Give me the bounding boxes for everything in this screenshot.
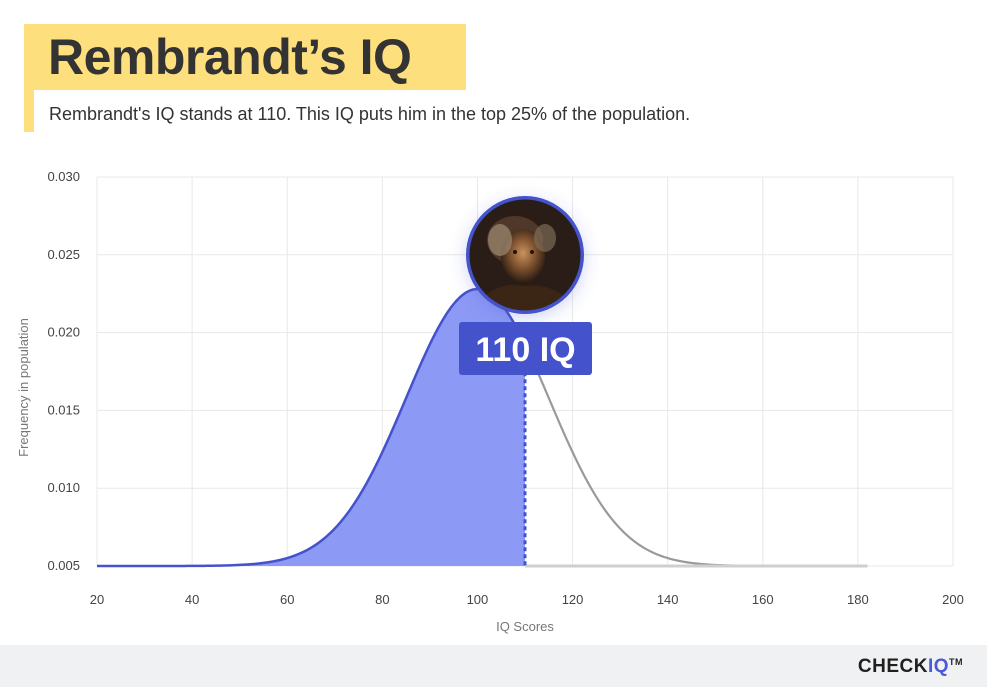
subtitle-accent-bar xyxy=(24,90,34,132)
y-tick-label: 0.010 xyxy=(47,480,80,495)
iq-value-label: 110 IQ xyxy=(475,331,575,369)
y-axis-label: Frequency in population xyxy=(16,318,31,457)
x-tick-label: 20 xyxy=(90,592,104,607)
x-tick-label: 180 xyxy=(847,592,869,607)
above-iq-curve xyxy=(524,343,868,568)
x-tick-label: 40 xyxy=(185,592,199,607)
iq-value-badge: 110 IQ xyxy=(459,322,592,375)
x-tick-label: 200 xyxy=(942,592,964,607)
x-axis-label: IQ Scores xyxy=(496,619,554,634)
page-subtitle: Rembrandt's IQ stands at 110. This IQ pu… xyxy=(49,104,691,124)
below-iq-area xyxy=(97,289,525,566)
footer: CHECKIQTM xyxy=(0,645,987,687)
highlight-marker: 110 IQ xyxy=(459,196,592,375)
x-tick-label: 60 xyxy=(280,592,294,607)
y-tick-label: 0.015 xyxy=(47,402,80,417)
y-tick-label: 0.025 xyxy=(47,247,80,262)
title-highlight xyxy=(24,24,466,90)
x-axis-ticks: 20 40 60 80 100 120 140 160 180 200 xyxy=(90,592,964,607)
portrait-avatar xyxy=(466,196,584,314)
curve-layer xyxy=(97,287,868,568)
page-title: Rembrandt’s IQ xyxy=(48,29,412,85)
y-tick-label: 0.020 xyxy=(47,325,80,340)
below-iq-curve xyxy=(97,287,527,568)
checkiq-logo: CHECKIQTM xyxy=(857,656,963,677)
y-axis-ticks: 0.005 0.010 0.015 0.020 0.025 0.030 xyxy=(47,169,80,573)
x-tick-label: 120 xyxy=(562,592,584,607)
x-tick-label: 160 xyxy=(752,592,774,607)
x-tick-label: 80 xyxy=(375,592,389,607)
y-tick-label: 0.005 xyxy=(47,558,80,573)
iq-distribution-chart: 0.005 0.010 0.015 0.020 0.025 0.030 20 40 60 80 1… xyxy=(16,169,964,634)
y-tick-label: 0.030 xyxy=(47,169,80,184)
x-tick-label: 100 xyxy=(467,592,489,607)
x-tick-label: 140 xyxy=(657,592,679,607)
